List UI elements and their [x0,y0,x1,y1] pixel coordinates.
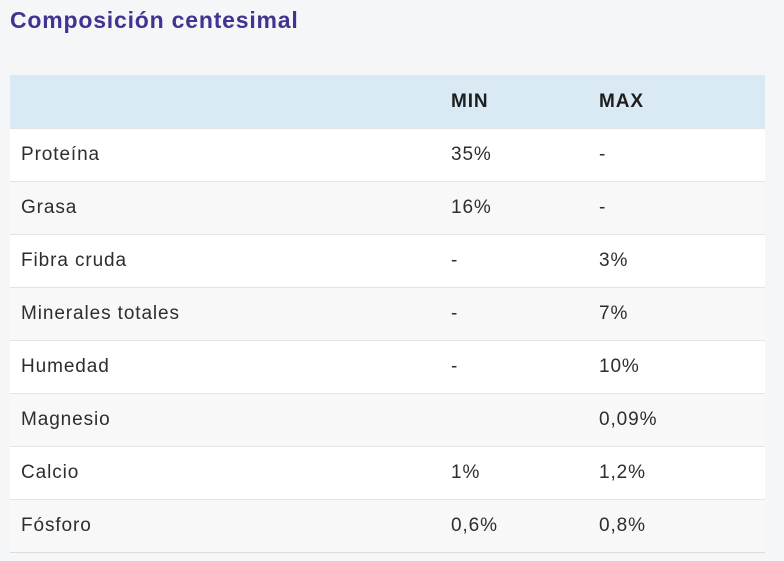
table-body: Proteína 35% - Grasa 16% - Fibra cruda -… [10,128,765,552]
row-label-cell: Humedad [21,356,110,377]
row-max-cell: 0,8% [599,515,646,536]
row-min-cell: - [451,250,459,271]
row-max-cell: - [599,197,607,218]
row-max-cell: - [599,144,607,165]
row-label-cell: Grasa [21,197,78,218]
row-label-cell: Fibra cruda [21,250,127,271]
row-max-cell: 10% [599,356,640,377]
row-max-cell: 7% [599,303,629,324]
header-cell-min: MIN [451,90,489,112]
table-row: Fibra cruda - 3% [10,234,765,287]
row-min-cell: - [451,303,459,324]
row-min-cell: 0,6% [451,515,498,536]
table-row: Proteína 35% - [10,128,765,181]
row-min-cell: - [451,356,459,377]
table-row: Calcio 1% 1,2% [10,446,765,499]
row-min-cell: 35% [451,144,492,165]
row-label-cell: Proteína [21,144,101,165]
table-header-row: MIN MAX [10,75,765,128]
row-label-cell: Fósforo [21,515,92,536]
table-row: Magnesio 0,09% [10,393,765,446]
row-max-cell: 1,2% [599,462,646,483]
composition-table: MIN MAX Proteína 35% - Grasa 16% - Fibra… [10,75,765,553]
row-label-cell: Calcio [21,462,80,483]
table-row: Minerales totales - 7% [10,287,765,340]
row-max-cell: 3% [599,250,629,271]
row-label-cell: Minerales totales [21,303,180,324]
header-cell-max: MAX [599,90,644,112]
table-row: Fósforo 0,6% 0,8% [10,499,765,552]
page-title: Composición centesimal [10,7,299,33]
row-max-cell: 0,09% [599,409,658,430]
row-min-cell: 16% [451,197,492,218]
table-row: Grasa 16% - [10,181,765,234]
row-min-cell: 1% [451,462,481,483]
table-row: Humedad - 10% [10,340,765,393]
row-label-cell: Magnesio [21,409,111,430]
